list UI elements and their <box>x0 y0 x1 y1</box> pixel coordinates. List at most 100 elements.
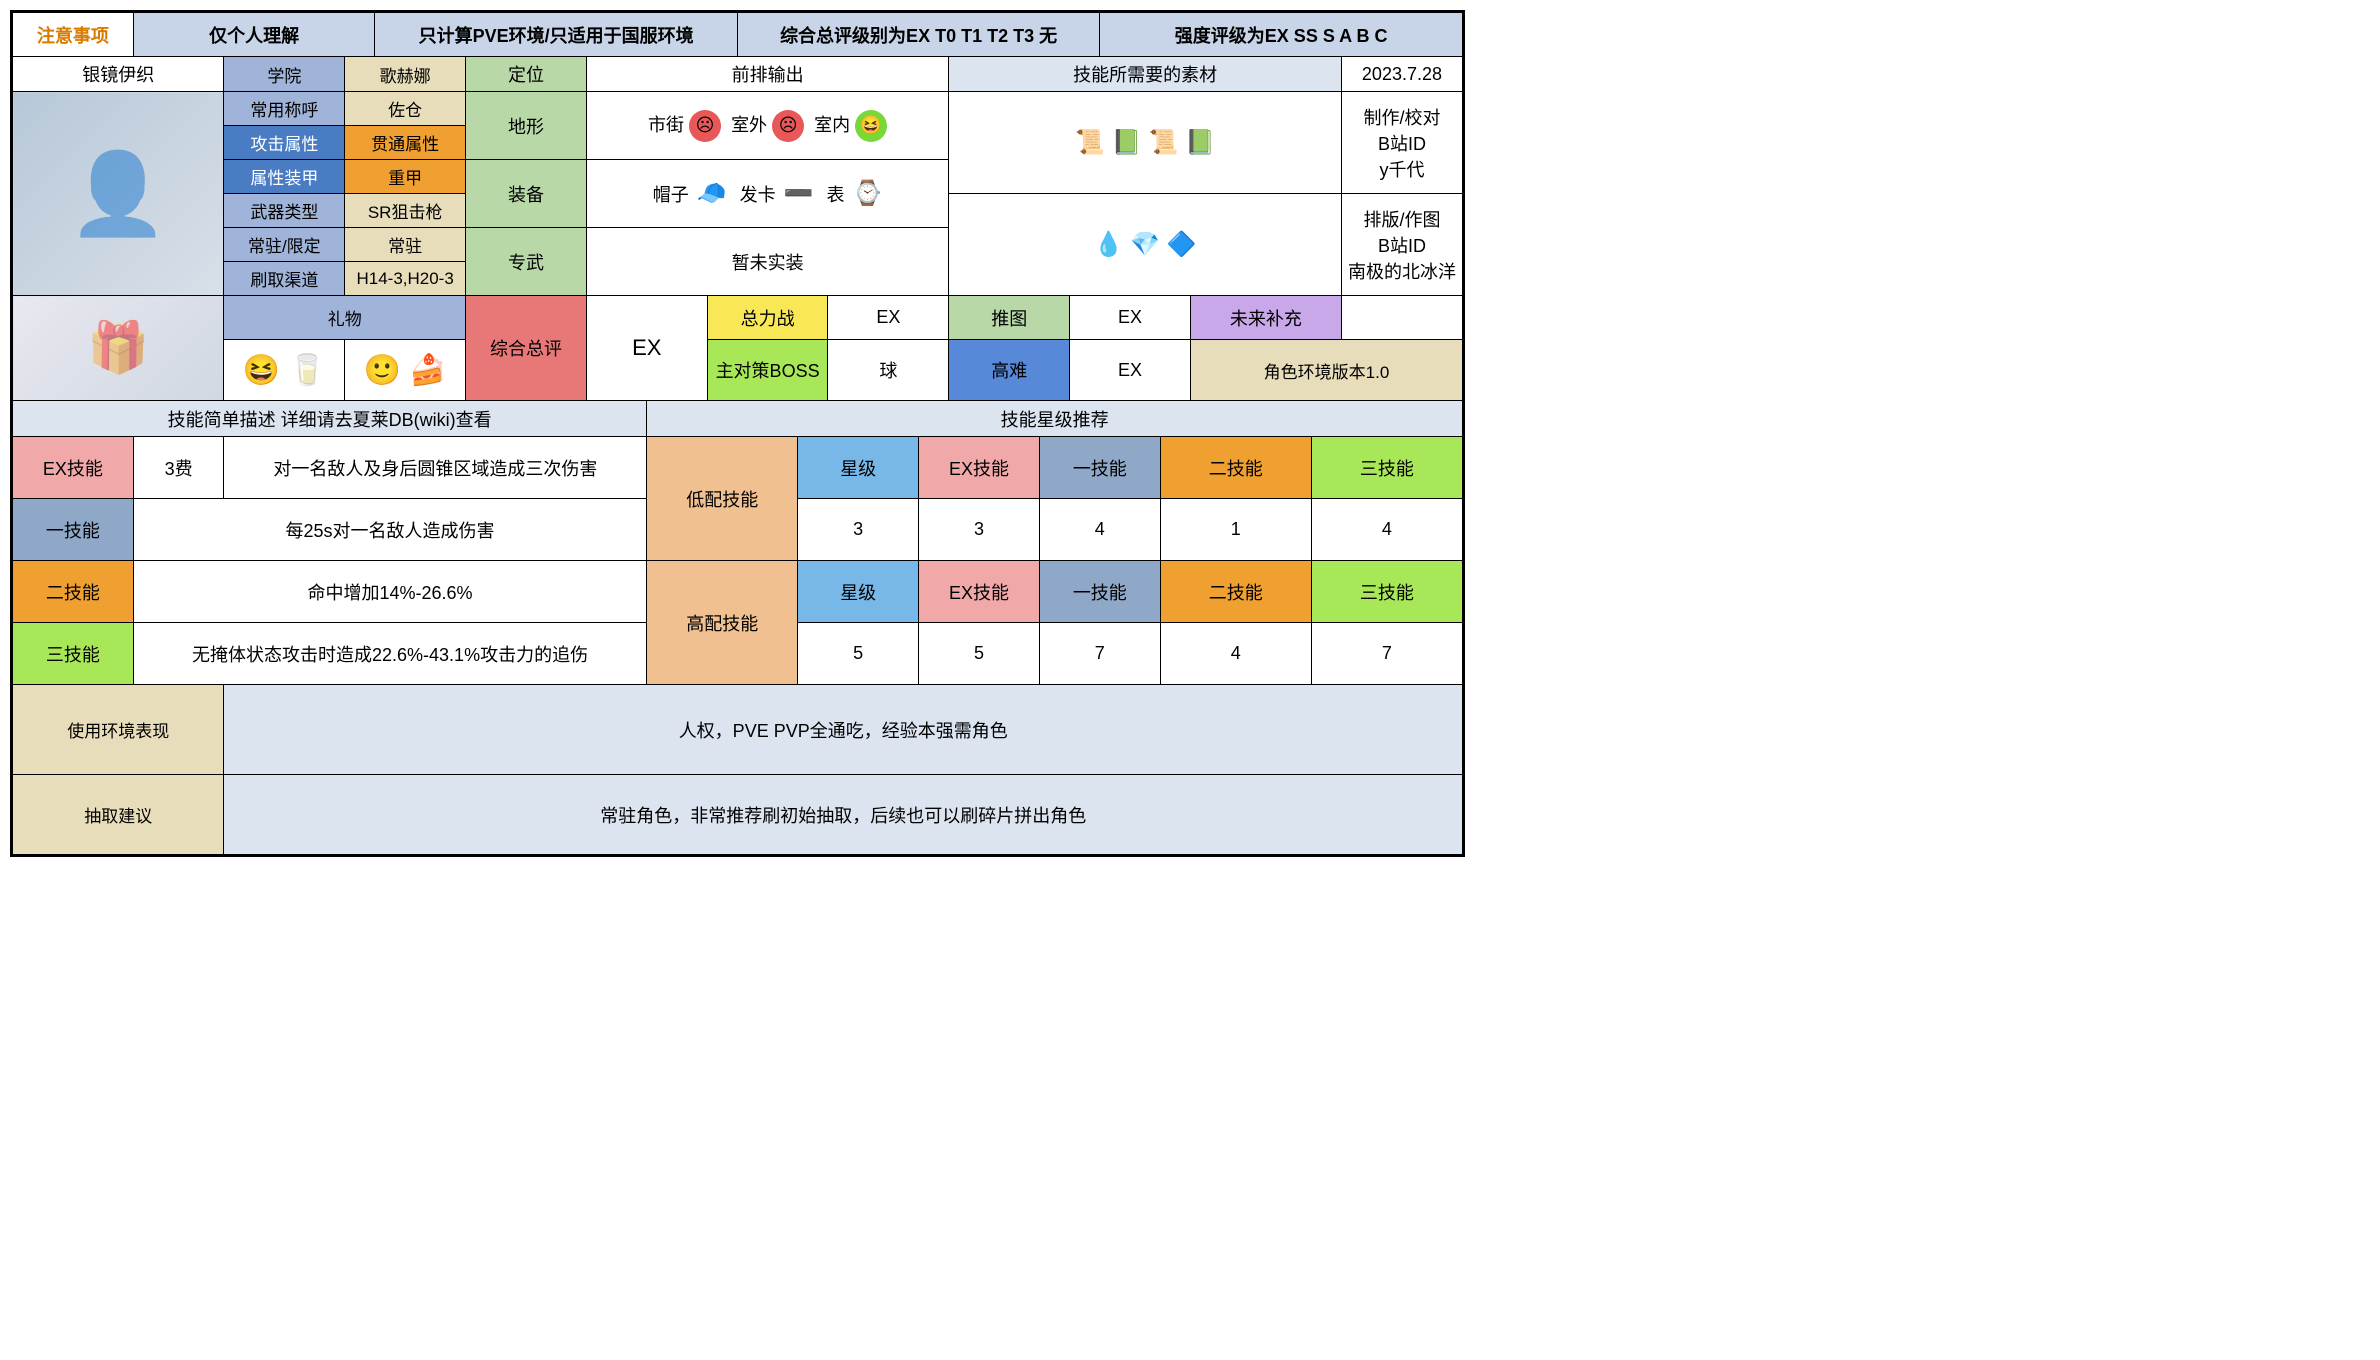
hairpin-icon: ➖ <box>784 180 814 207</box>
low-build-label: 低配技能 <box>647 437 798 561</box>
perm-value: 常驻 <box>345 228 466 262</box>
alias-label: 常用称呼 <box>224 92 345 126</box>
credits-make: 制作/校对 B站ID y千代 <box>1341 92 1462 194</box>
portrait-main <box>13 92 224 296</box>
eq3: 表 <box>827 185 845 205</box>
material-icon: 📜 📗 📜 📗 <box>1075 129 1215 156</box>
performance-row: 使用环境表现 人权，PVE PVP全通吃，经验本强需角色 <box>13 685 1463 775</box>
layout-v2: 南极的北冰洋 <box>1344 258 1460 284</box>
role-value: 前排输出 <box>586 57 948 92</box>
materials-2: 💧 💎 🔷 <box>949 194 1342 296</box>
high-s1-v: 7 <box>1039 623 1160 685</box>
strength-levels: 强度评级为EX SS S A B C <box>1100 13 1463 57</box>
low-star-h: 星级 <box>798 437 919 499</box>
role-label: 定位 <box>466 57 587 92</box>
unique-value: 暂未实装 <box>586 228 948 296</box>
equip-label: 装备 <box>466 160 587 228</box>
ex-label: EX技能 <box>13 437 134 499</box>
future-label: 未来补充 <box>1190 296 1341 340</box>
ex-cost: 3费 <box>133 437 224 499</box>
skill-2-row: 二技能 命中增加14%-26.6% 高配技能 星级 EX技能 一技能 二技能 三… <box>13 561 1463 623</box>
skill-star-title: 技能星级推荐 <box>647 401 1463 437</box>
low-s2-v: 1 <box>1160 499 1311 561</box>
totalwar-label: 总力战 <box>707 296 828 340</box>
materials-1: 📜 📗 📜 📗 <box>949 92 1342 194</box>
personal-opinion: 仅个人理解 <box>133 13 375 57</box>
eq2: 发卡 <box>740 185 776 205</box>
make-v2: y千代 <box>1344 156 1460 182</box>
weapon-value: SR狙击枪 <box>345 194 466 228</box>
unique-label: 专武 <box>466 228 587 296</box>
low-s2-h: 二技能 <box>1160 437 1311 499</box>
skill-desc-title: 技能简单描述 详细请去夏莱DB(wiki)查看 <box>13 401 647 437</box>
academy-value: 歌赫娜 <box>345 57 466 92</box>
s2-label: 二技能 <box>13 561 134 623</box>
pull-value: 常驻角色，非常推荐刷初始抽取，后续也可以刷碎片拼出角色 <box>224 775 1463 855</box>
credits-layout: 排版/作图 B站ID 南极的北冰洋 <box>1341 194 1462 296</box>
high-star-v: 5 <box>798 623 919 685</box>
farm-label: 刷取渠道 <box>224 262 345 296</box>
make-k: 制作/校对 <box>1344 104 1460 130</box>
info-row-1: 银镜伊织 学院 歌赫娜 定位 前排输出 技能所需要的素材 2023.7.28 <box>13 57 1463 92</box>
low-s1-v: 4 <box>1039 499 1160 561</box>
equip-values: 帽子🧢 发卡➖ 表⌚ <box>586 160 948 228</box>
low-ex-v: 3 <box>919 499 1040 561</box>
skill-title-row: 技能简单描述 详细请去夏莱DB(wiki)查看 技能星级推荐 <box>13 401 1463 437</box>
alias-value: 佐仓 <box>345 92 466 126</box>
atk-value: 贯通属性 <box>345 126 466 160</box>
high-ex-v: 5 <box>919 623 1040 685</box>
rating-row-2: 😆 🥛 🙂 🍰 主对策BOSS 球 高难 EX 角色环境版本1.0 <box>13 340 1463 357</box>
layout-k: 排版/作图 <box>1344 206 1460 232</box>
low-star-v: 3 <box>798 499 919 561</box>
terrain-values: 市街 ☹ 室外 ☹ 室内 😆 <box>586 92 948 160</box>
char-name: 银镜伊织 <box>13 57 224 92</box>
push-value: EX <box>1070 296 1191 340</box>
high-s1-h: 一技能 <box>1039 561 1160 623</box>
high-s2-h: 二技能 <box>1160 561 1311 623</box>
s3-desc: 无掩体状态攻击时造成22.6%-43.1%攻击力的追伤 <box>133 623 646 685</box>
s1-desc: 每25s对一名敌人造成伤害 <box>133 499 646 561</box>
boss-value: 球 <box>828 340 949 401</box>
atk-label: 攻击属性 <box>224 126 345 160</box>
gift-label: 礼物 <box>224 296 466 340</box>
character-sheet: 注意事项 仅个人理解 只计算PVE环境/只适用于国服环境 综合总评级别为EX T… <box>10 10 1465 857</box>
env-version: 角色环境版本1.0 <box>1190 340 1462 401</box>
weapon-label: 武器类型 <box>224 194 345 228</box>
future-value <box>1341 296 1462 340</box>
farm-value: H14-3,H20-3 <box>345 262 466 296</box>
low-s3-v: 4 <box>1311 499 1462 561</box>
ex-desc: 对一名敌人及身后圆锥区域造成三次伤害 <box>224 437 647 499</box>
s2-desc: 命中增加14%-26.6% <box>133 561 646 623</box>
low-s3-h: 三技能 <box>1311 437 1462 499</box>
materials-label: 技能所需要的素材 <box>949 57 1342 92</box>
terrain-3-label: 室内 <box>814 114 850 134</box>
totalwar-value: EX <box>828 296 949 340</box>
layout-v1: B站ID <box>1344 232 1460 258</box>
terrain-1-label: 市街 <box>648 114 684 134</box>
terrain-2-label: 室外 <box>731 114 767 134</box>
push-label: 推图 <box>949 296 1070 340</box>
terrain-3-face-icon: 😆 <box>855 110 887 142</box>
low-ex-h: EX技能 <box>919 437 1040 499</box>
s3-label: 三技能 <box>13 623 134 685</box>
terrain-1-face-icon: ☹ <box>689 110 721 142</box>
hard-label: 高难 <box>949 340 1070 401</box>
date: 2023.7.28 <box>1341 57 1462 92</box>
s1-label: 一技能 <box>13 499 134 561</box>
armor-label: 属性装甲 <box>224 160 345 194</box>
perf-label: 使用环境表现 <box>13 685 224 775</box>
hard-value: EX <box>1070 340 1191 401</box>
gift-icons-1: 😆 🥛 <box>224 340 345 401</box>
boss-label: 主对策BOSS <box>707 340 828 401</box>
pull-label: 抽取建议 <box>13 775 224 855</box>
academy-label: 学院 <box>224 57 345 92</box>
overall-label: 综合总评 <box>466 296 587 401</box>
rating-row-1: 礼物 综合总评 EX 总力战 EX 推图 EX 未来补充 <box>13 296 1463 340</box>
terrain-2-face-icon: ☹ <box>772 110 804 142</box>
low-s1-h: 一技能 <box>1039 437 1160 499</box>
terrain-label: 地形 <box>466 92 587 160</box>
hat-icon: 🧢 <box>697 180 727 207</box>
armor-value: 重甲 <box>345 160 466 194</box>
notice-cell: 注意事项 <box>13 13 134 57</box>
pull-row: 抽取建议 常驻角色，非常推荐刷初始抽取，后续也可以刷碎片拼出角色 <box>13 775 1463 855</box>
